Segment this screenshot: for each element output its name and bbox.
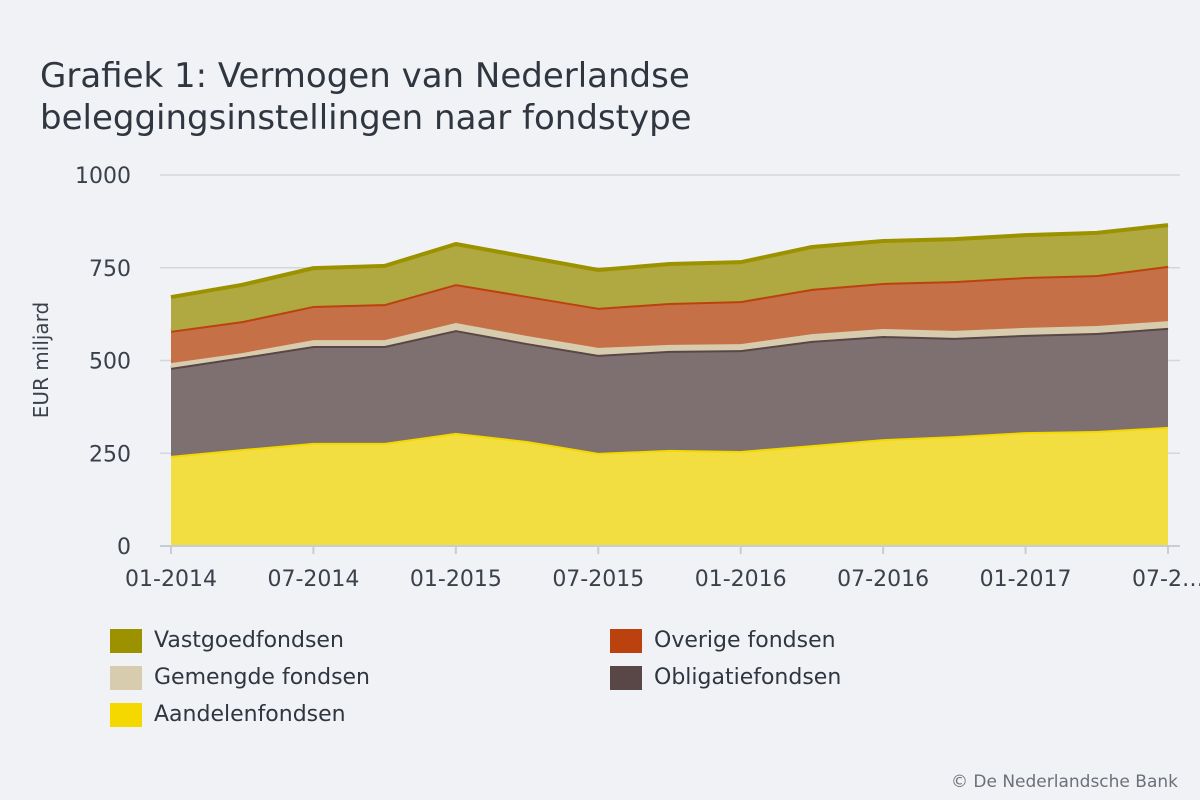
legend-label: Obligatiefondsen <box>654 665 842 690</box>
x-tick-label: 07-2015 <box>552 567 644 592</box>
area-overige-fondsen <box>171 265 1168 364</box>
x-tick-label: 07-2014 <box>267 567 359 592</box>
legend-swatch <box>110 665 142 690</box>
chart-title: Grafiek 1: Vermogen van Nederlandse bele… <box>40 56 692 138</box>
legend-item-overige[interactable]: Overige fondsen <box>610 628 836 653</box>
legend-item-aandelen[interactable]: Aandelenfondsen <box>110 702 346 727</box>
legend-item-gemengde[interactable]: Gemengde fondsen <box>110 665 370 690</box>
y-tick-label: 0 <box>117 535 131 560</box>
area-obligatiefondsen <box>171 327 1168 456</box>
legend-label: Overige fondsen <box>654 628 836 653</box>
line-vastgoedfondsen <box>170 223 1169 300</box>
x-tick-label: 01-2016 <box>695 567 787 592</box>
area-aandelenfondsen <box>171 426 1168 546</box>
legend-item-obligatie[interactable]: Obligatiefondsen <box>610 665 841 690</box>
y-tick-label: 500 <box>89 350 131 375</box>
legend-swatch <box>610 665 642 690</box>
legend-swatch <box>610 628 642 653</box>
legend-label: Aandelenfondsen <box>154 702 346 727</box>
x-tick-label: 01-2015 <box>410 567 502 592</box>
y-tick-label: 750 <box>89 257 131 282</box>
legend-item-vastgoed[interactable]: Vastgoedfondsen <box>110 628 344 653</box>
y-axis-label: EUR miljard <box>29 302 53 419</box>
x-tick-label: 07-2… <box>1132 567 1200 592</box>
x-tick-label: 01-2017 <box>980 567 1072 592</box>
credit-text: © De Nederlandsche Bank <box>950 772 1178 792</box>
y-tick-label: 250 <box>89 442 131 467</box>
legend-label: Gemengde fondsen <box>154 665 371 690</box>
legend-swatch <box>110 628 142 653</box>
x-tick-label: 07-2016 <box>837 567 929 592</box>
x-tick-label: 01-2014 <box>125 567 217 592</box>
area-vastgoedfondsen <box>171 225 1168 331</box>
chart-area: 0 250 500 750 1000 EUR miljard 01-2014 07-2014 0… <box>29 164 1200 592</box>
legend-label: Vastgoedfondsen <box>154 628 344 653</box>
y-tick-label: 1000 <box>75 164 131 189</box>
legend-swatch <box>110 702 142 727</box>
